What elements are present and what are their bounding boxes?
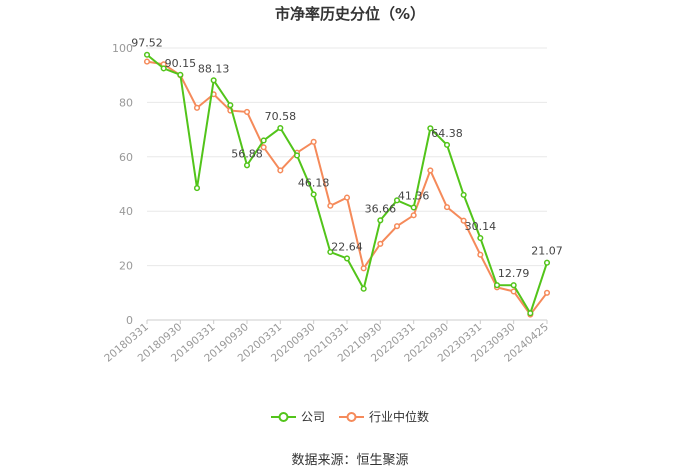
data-point xyxy=(310,138,317,145)
data-point xyxy=(510,288,517,295)
y-tick-label: 100 xyxy=(112,42,133,55)
y-tick-label: 60 xyxy=(119,151,133,164)
data-point xyxy=(393,223,401,230)
data-point xyxy=(277,167,284,174)
legend: 公司 行业中位数 xyxy=(0,408,700,425)
data-point xyxy=(143,51,151,58)
data-point xyxy=(477,234,484,242)
data-point xyxy=(510,282,517,289)
data-point xyxy=(343,255,351,262)
data-point xyxy=(327,202,334,209)
legend-item-company[interactable]: 公司 xyxy=(270,408,325,425)
data-point xyxy=(243,108,251,115)
data-point xyxy=(443,141,451,148)
data-point xyxy=(377,217,384,224)
data-point xyxy=(543,289,551,296)
data-point xyxy=(410,212,417,219)
legend-company-label: 公司 xyxy=(300,410,325,424)
grid-lines xyxy=(147,47,547,267)
data-label: 90.15 xyxy=(165,57,197,70)
data-point xyxy=(343,194,351,201)
data-point xyxy=(360,265,367,272)
data-point xyxy=(360,285,367,292)
y-tick-label: 40 xyxy=(119,205,133,218)
data-point xyxy=(460,191,467,198)
data-point xyxy=(460,217,467,224)
data-point xyxy=(527,310,534,317)
axes: 0204060801002018033120180930201903312019… xyxy=(102,42,551,365)
data-label: 22.64 xyxy=(331,240,363,253)
data-label: 97.52 xyxy=(131,37,163,50)
y-tick-label: 20 xyxy=(119,260,133,273)
data-point xyxy=(277,124,284,132)
y-tick-label: 80 xyxy=(119,96,133,109)
legend-item-industry[interactable]: 行业中位数 xyxy=(339,408,429,425)
data-point xyxy=(543,259,551,266)
data-point xyxy=(493,282,501,289)
series-line xyxy=(146,60,548,317)
data-label: 70.58 xyxy=(265,110,297,123)
data-point xyxy=(327,248,334,256)
data-point xyxy=(243,162,251,169)
data-label: 41.36 xyxy=(398,190,430,203)
data-point xyxy=(260,137,267,144)
data-point xyxy=(193,185,201,192)
data-point xyxy=(443,204,451,211)
data-point xyxy=(143,58,151,65)
data-label: 30.14 xyxy=(465,220,497,233)
data-label: 56.88 xyxy=(231,147,263,160)
data-label: 88.13 xyxy=(198,62,230,75)
source-note: 数据来源：恒生聚源 xyxy=(291,453,409,468)
data-point xyxy=(377,240,384,247)
data-point xyxy=(260,144,267,151)
data-point xyxy=(293,152,301,159)
data-point xyxy=(193,104,201,111)
data-point xyxy=(410,204,417,211)
data-point xyxy=(427,167,434,174)
series-lines xyxy=(143,51,551,318)
data-point xyxy=(177,71,184,78)
y-tick-label: 0 xyxy=(126,314,133,327)
data-point xyxy=(427,125,434,132)
data-label: 36.66 xyxy=(365,202,397,215)
data-label: 64.38 xyxy=(431,127,463,140)
data-label: 46.18 xyxy=(298,176,330,189)
chart-title: 市净率历史分位（%） xyxy=(274,5,426,23)
data-label: 21.07 xyxy=(531,245,563,258)
data-point xyxy=(210,77,217,84)
data-point xyxy=(160,65,167,72)
data-point xyxy=(477,251,484,258)
series-line xyxy=(146,53,548,316)
legend-industry-marker-icon xyxy=(339,411,364,422)
data-point xyxy=(310,191,317,198)
data-label: 12.79 xyxy=(498,267,530,280)
data-point xyxy=(393,197,401,204)
legend-company-marker-icon xyxy=(270,411,296,422)
legend-industry-label: 行业中位数 xyxy=(369,410,430,424)
data-point xyxy=(227,102,234,109)
